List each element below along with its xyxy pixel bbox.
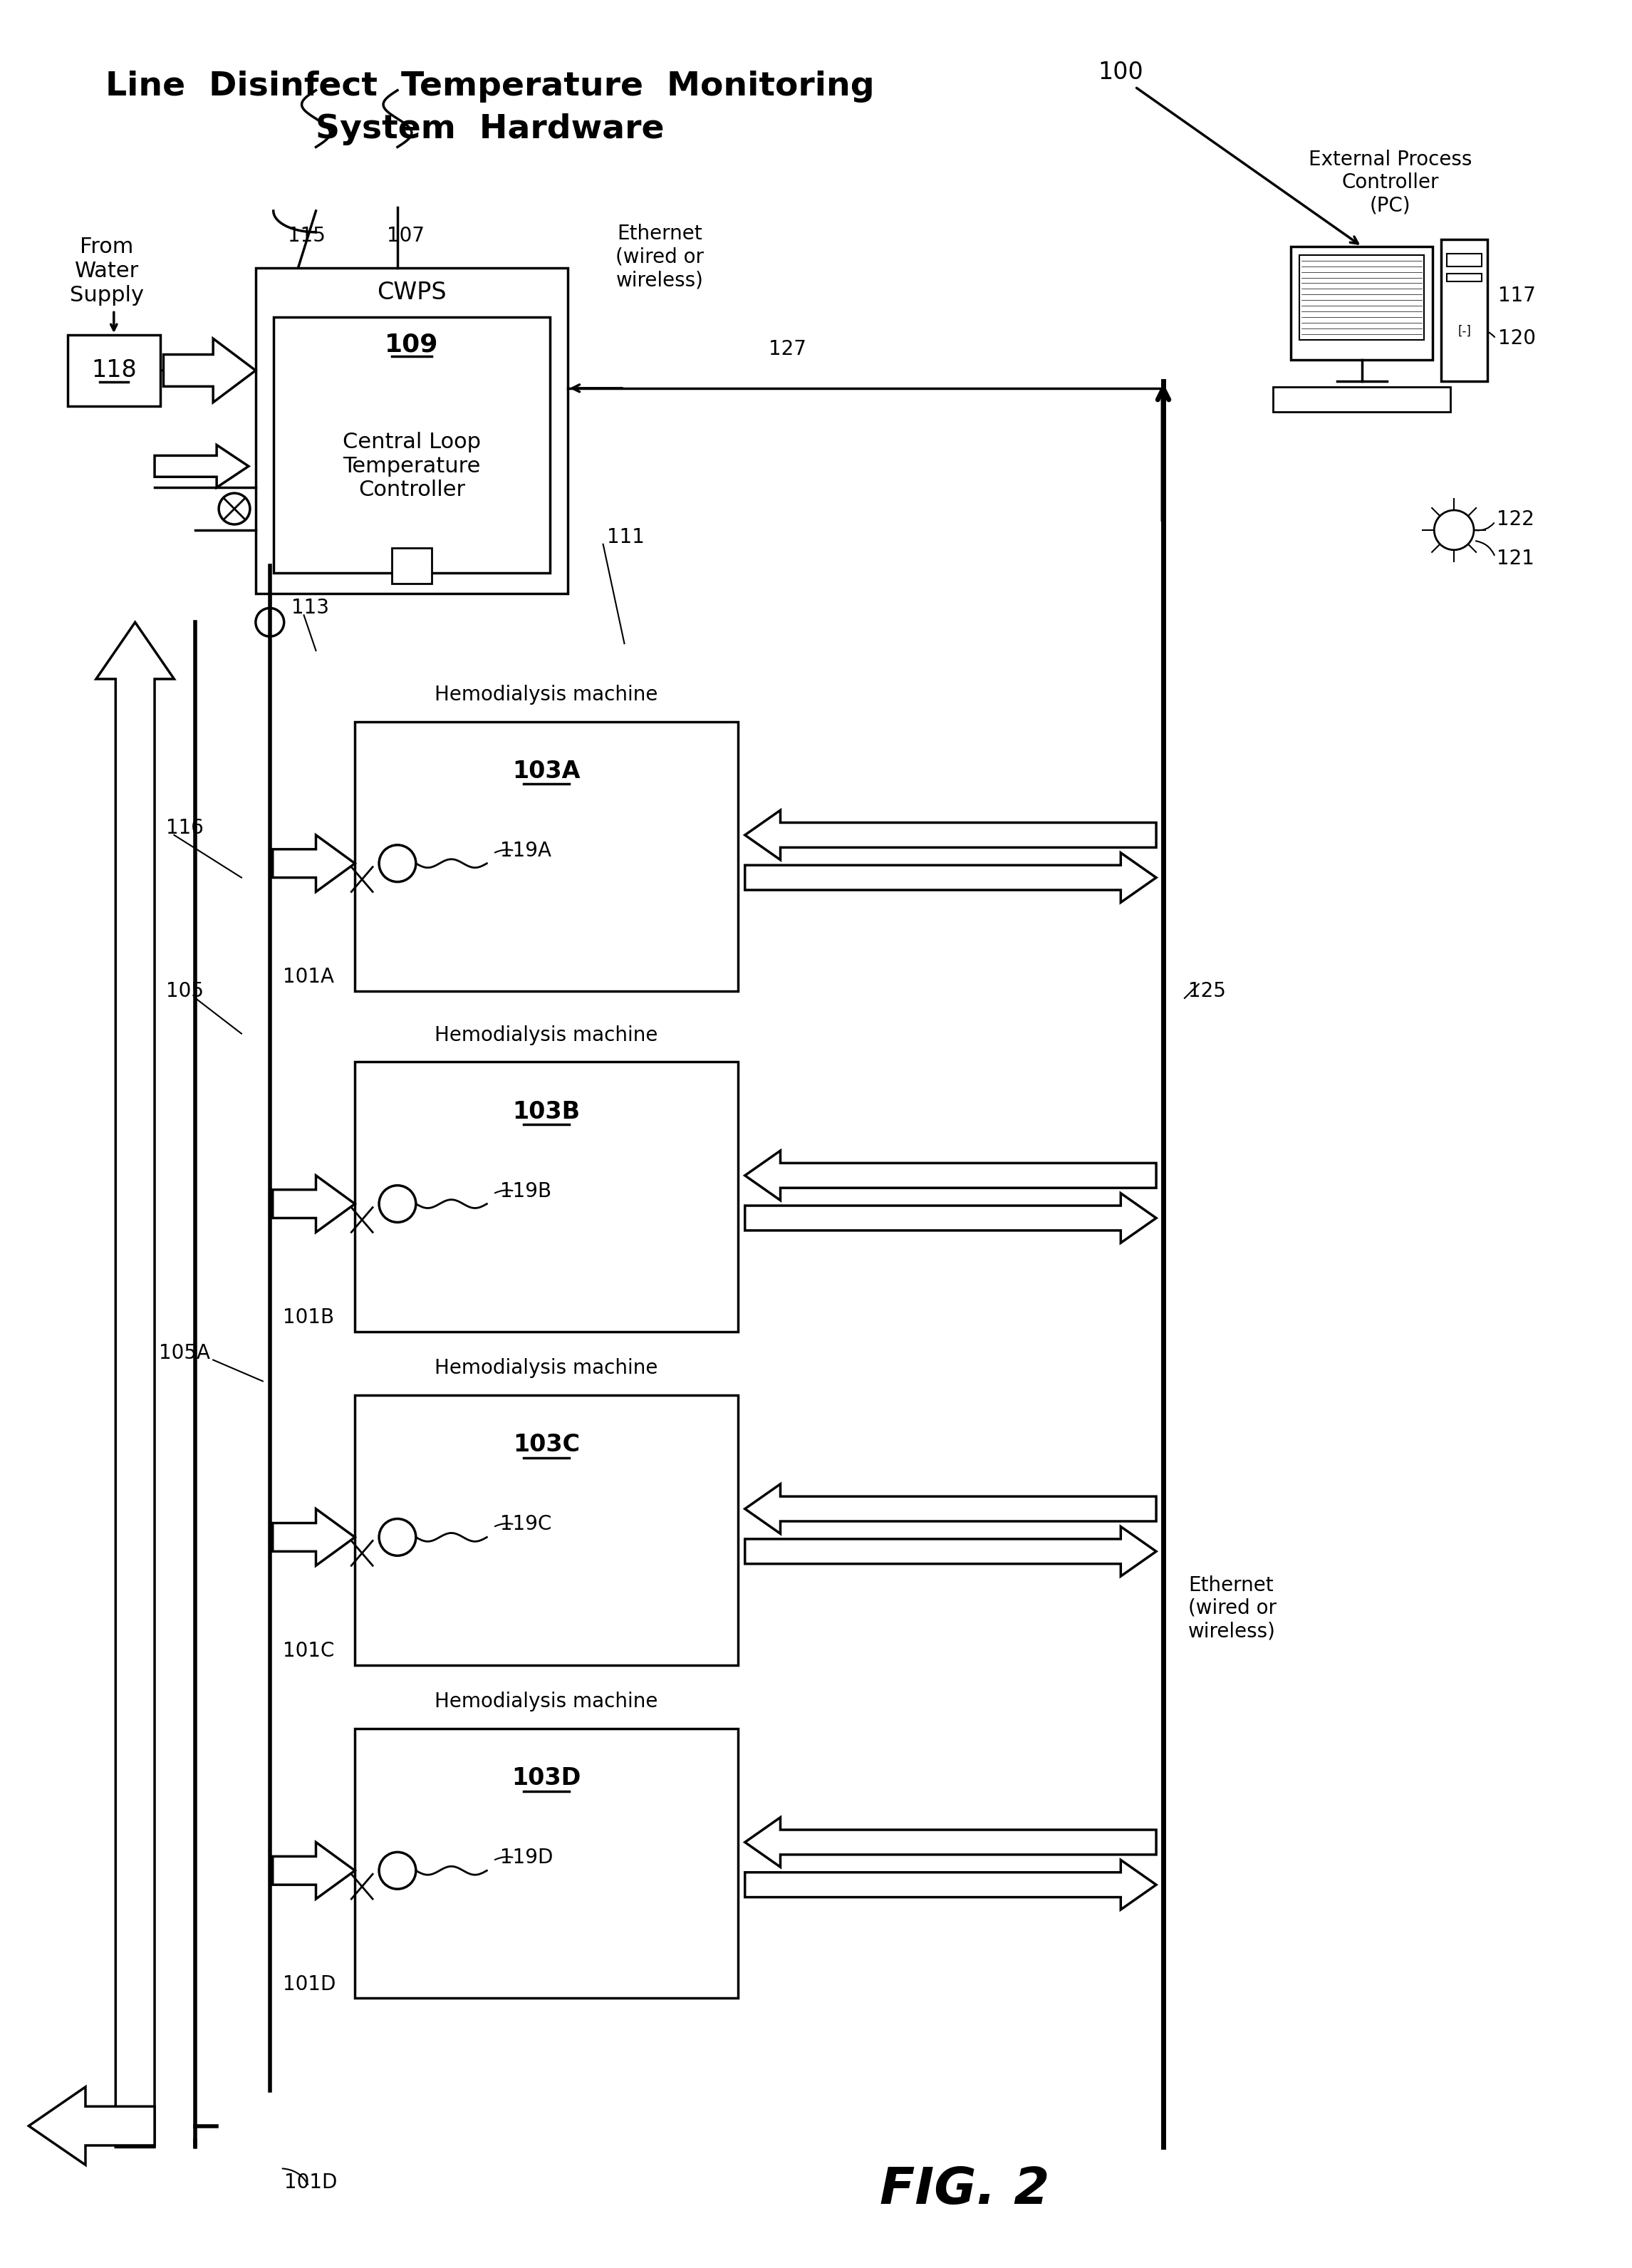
Text: 109: 109	[385, 331, 439, 356]
Text: 119D: 119D	[501, 1848, 553, 1869]
Text: 103D: 103D	[512, 1767, 581, 1789]
Text: From
Water
Supply: From Water Supply	[70, 236, 144, 306]
Bar	[1299, 254, 1425, 340]
Polygon shape	[273, 835, 354, 891]
Polygon shape	[273, 1508, 354, 1565]
Bar	[354, 1728, 738, 1998]
Polygon shape	[744, 1817, 1155, 1867]
Text: 111: 111	[607, 526, 645, 547]
Bar	[392, 549, 431, 583]
Bar	[1448, 254, 1482, 265]
Text: 101B: 101B	[282, 1306, 335, 1327]
Text: External Process
Controller
(PC): External Process Controller (PC)	[1309, 150, 1472, 215]
Text: Hemodialysis machine: Hemodialysis machine	[434, 1359, 658, 1379]
Polygon shape	[96, 621, 175, 2148]
Text: 121: 121	[1497, 549, 1534, 569]
Bar	[354, 721, 738, 991]
Polygon shape	[744, 810, 1155, 860]
Text: 125: 125	[1188, 982, 1226, 1000]
Bar	[354, 1395, 738, 1665]
Bar	[1291, 247, 1433, 361]
Polygon shape	[273, 1175, 354, 1232]
Text: FIG. 2: FIG. 2	[880, 2166, 1049, 2214]
Bar	[1273, 388, 1451, 411]
Text: Ethernet
(wired or
wireless): Ethernet (wired or wireless)	[1188, 1574, 1276, 1642]
Text: 118: 118	[91, 358, 137, 383]
Text: 116: 116	[166, 819, 204, 837]
Text: 105: 105	[166, 982, 204, 1000]
Text: [-]: [-]	[1457, 324, 1470, 338]
Text: Ethernet
(wired or
wireless): Ethernet (wired or wireless)	[615, 225, 703, 290]
Bar	[1441, 238, 1487, 381]
Text: 101D: 101D	[284, 2173, 336, 2193]
Bar	[354, 1061, 738, 1331]
Text: 120: 120	[1498, 329, 1536, 349]
Text: 105A: 105A	[158, 1343, 211, 1363]
Text: 122: 122	[1497, 510, 1534, 528]
Text: Hemodialysis machine: Hemodialysis machine	[434, 685, 658, 705]
Polygon shape	[744, 1483, 1155, 1533]
Polygon shape	[155, 445, 248, 488]
Text: 107: 107	[387, 227, 424, 245]
Polygon shape	[744, 1150, 1155, 1200]
Text: 101A: 101A	[282, 966, 335, 987]
Text: Hemodialysis machine: Hemodialysis machine	[434, 1692, 658, 1712]
Text: 101D: 101D	[282, 1973, 336, 1994]
Text: 119C: 119C	[501, 1515, 552, 1535]
Text: 115: 115	[287, 227, 325, 245]
Bar	[274, 318, 550, 572]
Polygon shape	[273, 1842, 354, 1898]
Text: 127: 127	[769, 340, 806, 358]
Text: 103B: 103B	[512, 1100, 581, 1123]
Polygon shape	[744, 1193, 1155, 1243]
Text: 117: 117	[1498, 286, 1536, 306]
Text: 113: 113	[290, 599, 330, 619]
Text: 103A: 103A	[512, 760, 581, 782]
Bar	[1448, 274, 1482, 281]
Polygon shape	[163, 338, 256, 401]
Text: System  Hardware: System Hardware	[315, 113, 664, 145]
Polygon shape	[744, 1526, 1155, 1576]
Text: 103C: 103C	[512, 1433, 579, 1456]
Text: 119A: 119A	[501, 841, 552, 860]
Polygon shape	[29, 2087, 155, 2166]
Text: 101C: 101C	[282, 1640, 335, 1660]
Text: Central Loop
Temperature
Controller: Central Loop Temperature Controller	[343, 431, 481, 501]
Text: 119B: 119B	[501, 1182, 552, 1202]
Text: Hemodialysis machine: Hemodialysis machine	[434, 1025, 658, 1046]
Bar	[69, 336, 160, 406]
Polygon shape	[744, 853, 1155, 903]
Bar	[256, 268, 568, 594]
Text: Line  Disinfect  Temperature  Monitoring: Line Disinfect Temperature Monitoring	[104, 70, 875, 102]
Text: 100: 100	[1098, 61, 1144, 84]
Text: CWPS: CWPS	[377, 281, 447, 304]
Polygon shape	[744, 1860, 1155, 1910]
